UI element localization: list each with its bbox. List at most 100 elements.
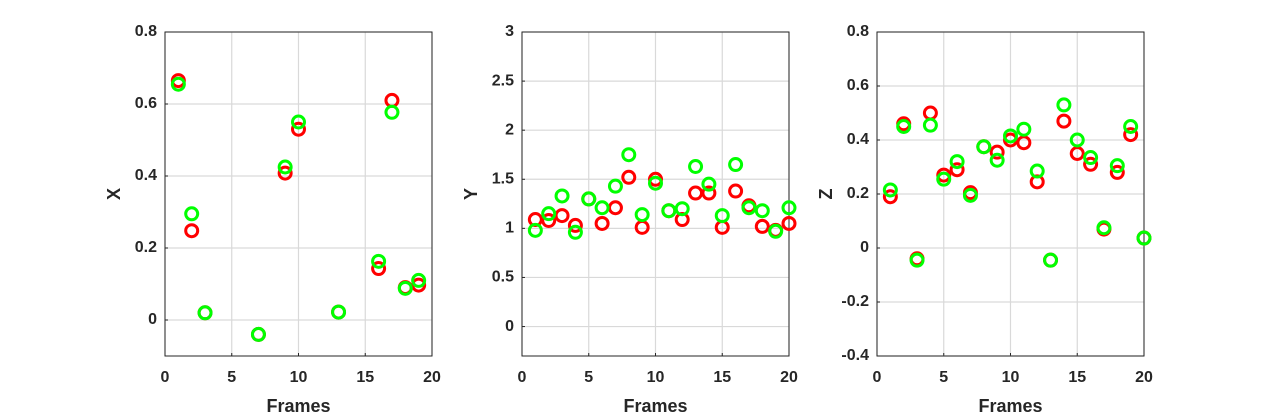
point xyxy=(882,182,898,198)
y-tick-label: 0.2 xyxy=(135,239,157,256)
point xyxy=(567,217,583,233)
point xyxy=(411,272,427,288)
point xyxy=(1016,121,1032,137)
point xyxy=(1123,119,1139,134)
y-tick-label: 1.5 xyxy=(492,170,514,187)
point xyxy=(541,213,557,229)
point xyxy=(384,104,400,120)
point xyxy=(1096,220,1112,236)
point xyxy=(1056,113,1072,129)
x-tick-label: 5 xyxy=(227,369,236,386)
point xyxy=(1029,163,1045,179)
y-tick-label: 0 xyxy=(148,311,157,328)
point xyxy=(1016,135,1032,151)
x-axis-label: Frames xyxy=(978,396,1042,416)
y-tick-label: 0.8 xyxy=(135,23,157,40)
point xyxy=(781,215,797,231)
point xyxy=(989,152,1005,168)
point xyxy=(1123,127,1139,143)
x-tick-label: 20 xyxy=(1135,369,1153,386)
point xyxy=(1083,156,1099,172)
x-tick-label: 20 xyxy=(780,369,798,386)
point xyxy=(594,200,610,216)
point xyxy=(1109,158,1125,174)
point xyxy=(184,206,200,222)
point xyxy=(541,206,557,222)
point xyxy=(371,253,387,269)
point xyxy=(922,117,938,133)
point xyxy=(989,144,1005,160)
point xyxy=(554,208,570,224)
point xyxy=(594,215,610,231)
x-tick-label: 10 xyxy=(647,369,665,386)
point xyxy=(976,139,992,155)
point xyxy=(170,76,186,92)
y-axis-label: X xyxy=(104,188,124,200)
y-tick-label: 2 xyxy=(505,121,514,138)
x-tick-label: 15 xyxy=(1068,369,1086,386)
y-tick-label: 0.6 xyxy=(847,77,869,94)
x-tick-label: 0 xyxy=(518,369,527,386)
point xyxy=(277,165,293,181)
y-tick-label: -0.4 xyxy=(841,347,869,364)
x-tick-label: 5 xyxy=(939,369,948,386)
point xyxy=(728,183,744,199)
point xyxy=(741,200,757,216)
x-axis-label: Frames xyxy=(266,396,330,416)
point xyxy=(554,188,570,204)
x-tick-label: 10 xyxy=(1002,369,1020,386)
point xyxy=(371,261,387,277)
point xyxy=(527,222,543,238)
point xyxy=(661,203,677,219)
point xyxy=(949,154,965,170)
point xyxy=(397,280,413,296)
point xyxy=(781,200,797,216)
point xyxy=(331,304,347,320)
y-axis-label: Z xyxy=(816,189,836,200)
y-tick-label: 0.6 xyxy=(135,95,157,112)
point xyxy=(581,191,597,207)
point xyxy=(648,175,663,191)
y-tick-label: -0.2 xyxy=(841,293,869,310)
point xyxy=(634,207,650,223)
subplot: 0 5 10 15 20 -0.4 -0.2 0 0.2 0.4 0.6 0.8 Frames Z xyxy=(816,23,1153,416)
point xyxy=(701,176,717,192)
point xyxy=(291,114,306,130)
subplot: 0 5 10 15 20 0 0.5 1 1.5 2 2.5 3 Frames Y xyxy=(461,23,798,416)
axes-box xyxy=(876,31,1145,357)
point xyxy=(922,105,938,121)
point xyxy=(411,277,427,293)
point xyxy=(1069,132,1085,148)
point xyxy=(1083,150,1099,166)
point xyxy=(962,187,978,203)
y-tick-label: 0 xyxy=(860,239,869,256)
point xyxy=(701,185,717,201)
y-tick-label: 2.5 xyxy=(492,72,514,89)
y-tick-label: 0.4 xyxy=(135,167,157,184)
point xyxy=(250,326,266,342)
subplot: 0 5 10 15 20 0 0.2 0.4 0.6 0.8 Frames X xyxy=(104,23,441,416)
y-tick-label: 1 xyxy=(505,220,514,237)
point xyxy=(882,189,898,205)
y-tick-label: 0.4 xyxy=(847,131,869,148)
point xyxy=(768,223,784,239)
point xyxy=(197,305,213,321)
point xyxy=(1003,128,1018,144)
y-tick-label: 0 xyxy=(505,318,514,335)
point xyxy=(949,162,965,178)
y-tick-label: 0.2 xyxy=(847,185,869,202)
point xyxy=(728,157,744,173)
x-tick-label: 15 xyxy=(356,369,374,386)
x-axis-label: Frames xyxy=(623,396,687,416)
point xyxy=(754,203,770,219)
point xyxy=(634,219,650,235)
x-tick-label: 15 xyxy=(713,369,731,386)
point xyxy=(607,178,623,194)
y-tick-label: 3 xyxy=(505,23,514,40)
x-tick-label: 0 xyxy=(873,369,882,386)
point xyxy=(936,171,952,187)
point xyxy=(688,185,704,201)
y-tick-label: 0.5 xyxy=(492,269,514,286)
point xyxy=(688,159,704,175)
